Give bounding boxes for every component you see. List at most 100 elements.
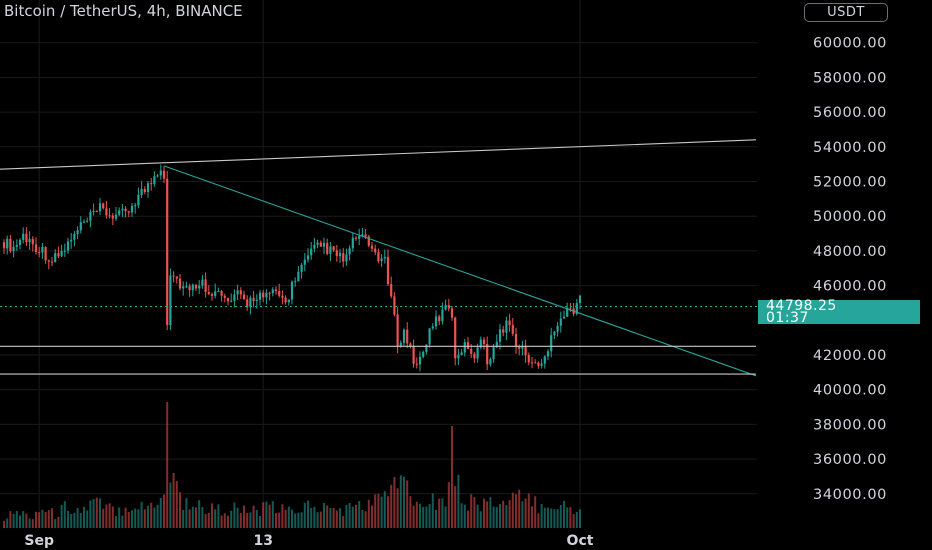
volume-bar (412, 505, 415, 528)
candle-body (492, 347, 495, 360)
volume-bar (105, 504, 108, 528)
volume-bar (435, 509, 437, 528)
candle-body (332, 246, 335, 251)
volume-bar (403, 476, 405, 528)
candle-body (310, 248, 313, 256)
candle-body (498, 329, 502, 342)
candle-body (86, 220, 89, 222)
volume-bar (425, 506, 428, 528)
time-tick-label: 13 (253, 533, 272, 549)
volume-bar (271, 501, 274, 528)
candle-body (31, 238, 34, 245)
volume-bar (476, 504, 479, 528)
currency-selector[interactable]: USDT (804, 3, 888, 22)
candle-body (543, 356, 546, 364)
volume-bar (316, 512, 319, 528)
candle-body (335, 250, 338, 257)
volume-bar (217, 504, 220, 528)
volume-bar (559, 504, 562, 528)
volume-bar (406, 480, 409, 528)
candle-body (463, 342, 466, 353)
volume-bar (534, 496, 537, 528)
candle-body (194, 284, 198, 289)
candle-body (178, 278, 182, 289)
candle-body (434, 316, 438, 327)
candle-body (262, 292, 265, 298)
trendline (163, 165, 757, 377)
trendline (0, 139, 757, 170)
candle-body (172, 275, 175, 277)
volume-bar (57, 516, 60, 528)
candle-body (22, 233, 25, 240)
volume-bar (67, 510, 69, 528)
candle-body (159, 170, 162, 176)
volume-bar (323, 502, 325, 528)
volume-bar (92, 498, 95, 528)
volume-bar (102, 508, 105, 528)
candle-body (204, 279, 207, 293)
volume-bar (380, 496, 383, 528)
price-tick-label: 56000.00 (813, 105, 887, 121)
volume-bar (351, 506, 354, 528)
volume-bar (492, 506, 495, 528)
volume-bar (211, 503, 213, 528)
candle-body (553, 331, 556, 336)
candle-body (524, 346, 527, 356)
volume-bar (345, 504, 348, 528)
volume-bar (537, 513, 540, 528)
candle-body (54, 253, 57, 263)
price-tick-label: 38000.00 (813, 417, 887, 433)
volume-bar (566, 507, 569, 528)
candle-body (438, 316, 441, 322)
volume-bar (86, 510, 89, 528)
candle-body (428, 328, 431, 345)
candle-body (342, 253, 345, 262)
volume-bar (486, 501, 489, 528)
price-axis: 34000.00 36000.00 38000.00 40000.00 42000.00… (813, 36, 887, 503)
candle-body (66, 241, 70, 251)
candle-body (246, 299, 249, 308)
volume-bar (335, 510, 338, 528)
volume-bar (111, 506, 114, 528)
candle-body (214, 291, 217, 296)
price-tick-label: 36000.00 (813, 452, 887, 468)
volume-bar (297, 512, 300, 528)
candle-body (322, 242, 326, 247)
candle-body (95, 210, 98, 212)
volume-bar (44, 512, 47, 528)
volume-bar (220, 515, 223, 528)
volume-bar (163, 494, 165, 528)
candle-body (146, 183, 150, 192)
candle-body (415, 363, 418, 365)
candle-body (444, 305, 447, 310)
candle-body (418, 356, 422, 365)
candle-body (166, 178, 169, 325)
price-tick-label: 58000.00 (813, 70, 887, 86)
volume-bar (390, 484, 393, 528)
candle-body (274, 289, 278, 292)
volume-bar (140, 501, 143, 528)
candle-body (114, 214, 118, 219)
candle-body (470, 349, 473, 354)
volume-bar (249, 512, 252, 528)
candle-body (287, 299, 290, 303)
volume-bar (121, 515, 124, 528)
volume-bar (115, 516, 117, 528)
candle-body (60, 250, 63, 257)
volume-bar (268, 504, 271, 528)
volume-bar (147, 505, 149, 528)
candle-body (102, 203, 105, 209)
volume-bar (188, 509, 191, 528)
volume-bar (108, 503, 111, 528)
volume-bar (339, 508, 341, 528)
candle-body (367, 236, 370, 246)
volume-bar (313, 506, 316, 528)
candle-body (105, 208, 108, 216)
volume-bar (230, 510, 233, 528)
volume-bar (524, 498, 527, 528)
volume-bar (246, 512, 249, 528)
volume-bar (287, 506, 290, 528)
symbol-title: Bitcoin / TetherUS, 4h, BINANCE (4, 2, 243, 20)
volume-bar (361, 509, 364, 528)
